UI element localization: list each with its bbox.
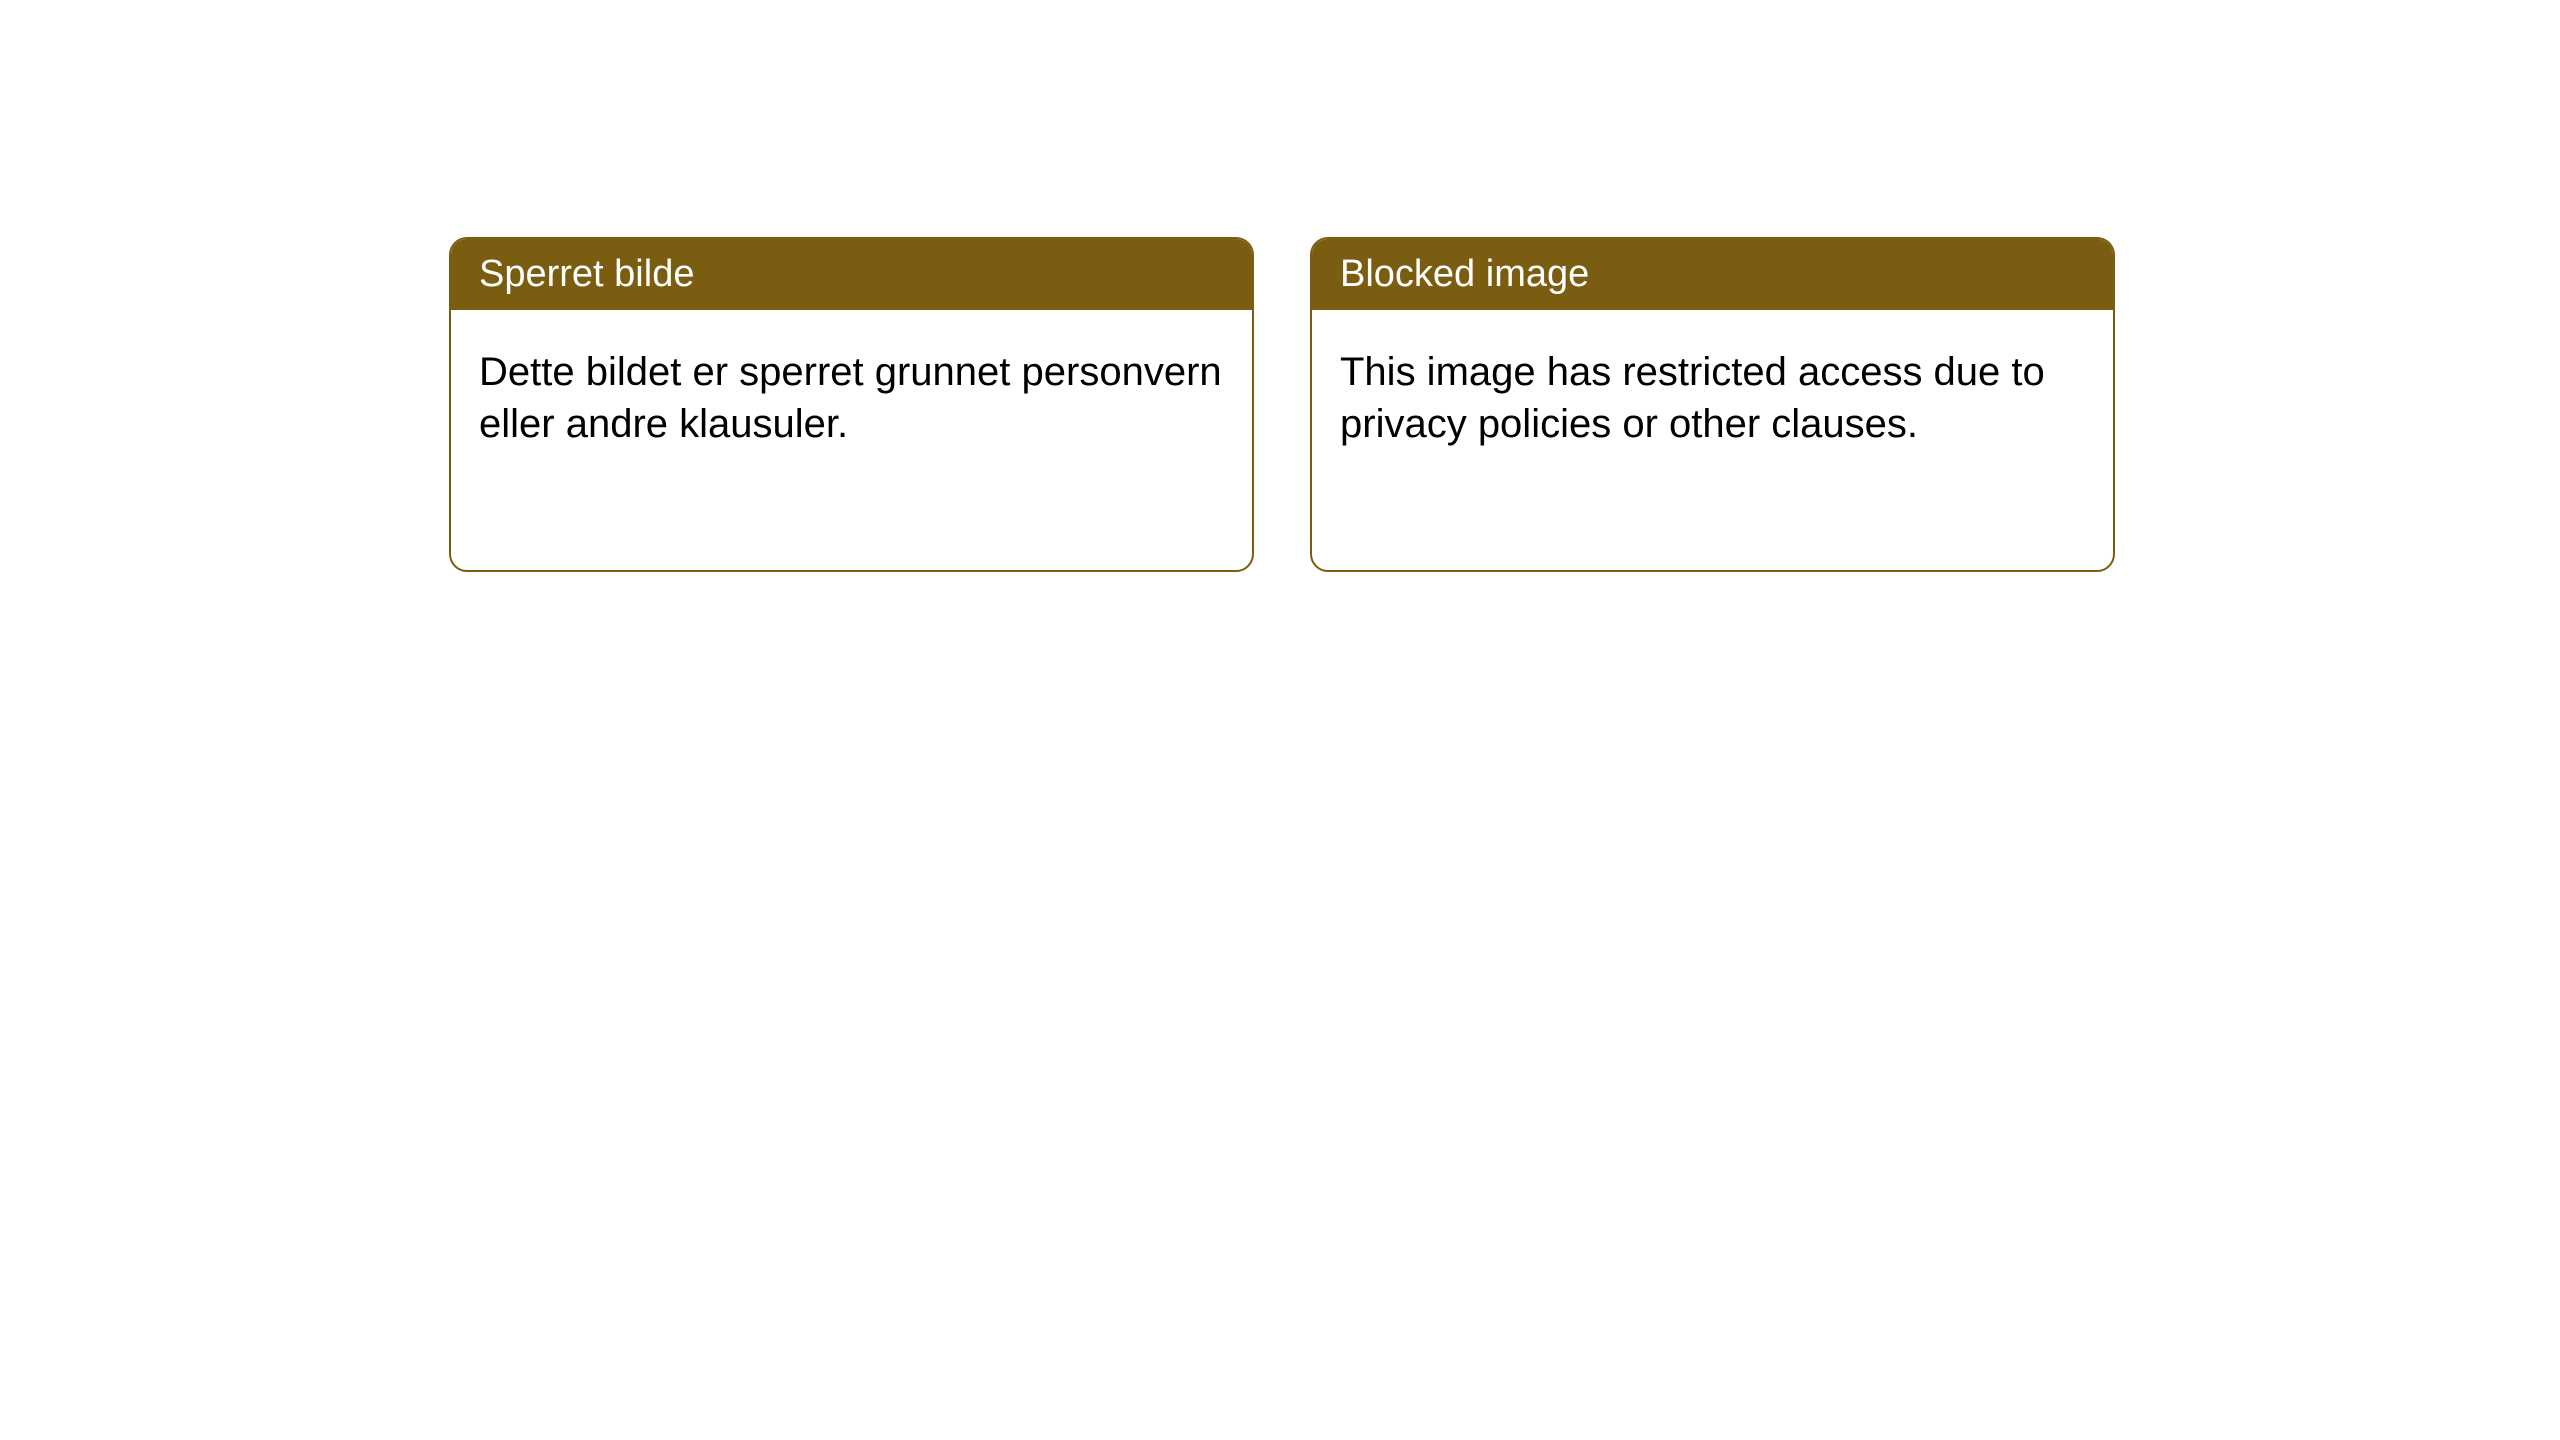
notice-body-norwegian: Dette bildet er sperret grunnet personve… [451, 310, 1252, 486]
notice-box-english: Blocked image This image has restricted … [1310, 237, 2115, 572]
notice-body-english: This image has restricted access due to … [1312, 310, 2113, 486]
notice-header-norwegian: Sperret bilde [451, 239, 1252, 310]
notices-container: Sperret bilde Dette bildet er sperret gr… [449, 237, 2115, 572]
notice-box-norwegian: Sperret bilde Dette bildet er sperret gr… [449, 237, 1254, 572]
notice-header-english: Blocked image [1312, 239, 2113, 310]
